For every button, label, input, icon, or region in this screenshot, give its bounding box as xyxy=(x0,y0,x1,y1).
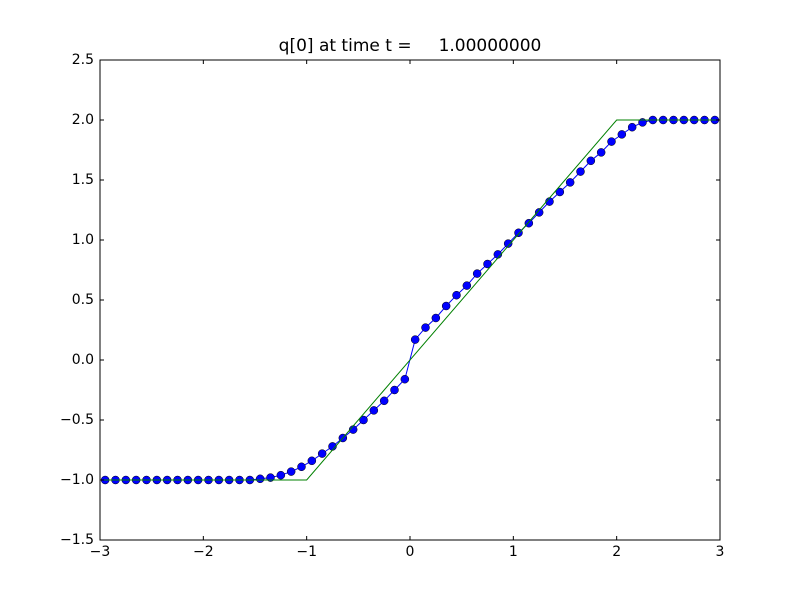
data-point xyxy=(286,467,296,476)
data-point xyxy=(565,178,575,187)
data-point xyxy=(400,374,410,384)
chart-title: q[0] at time t = 1.00000000 xyxy=(279,36,542,56)
y-tick-label: −1.5 xyxy=(60,532,94,548)
x-tick-label: −2 xyxy=(193,544,214,560)
data-point xyxy=(410,335,420,344)
y-tick-label: −1.0 xyxy=(60,472,94,488)
y-tick-label: 1.0 xyxy=(72,232,94,248)
data-point xyxy=(307,456,317,466)
data-point xyxy=(472,269,482,278)
data-point xyxy=(524,218,534,228)
y-tick-label: 2.5 xyxy=(72,52,94,68)
data-point xyxy=(617,130,627,139)
x-tick-label: 0 xyxy=(406,544,415,560)
y-tick-label: 0.0 xyxy=(72,352,94,368)
y-tick-label: 1.5 xyxy=(72,172,94,188)
data-point xyxy=(255,474,265,484)
x-tick-label: −3 xyxy=(90,544,111,560)
data-point xyxy=(534,208,544,217)
data-point xyxy=(452,290,461,300)
data-point xyxy=(596,148,606,157)
data-point xyxy=(627,122,637,132)
data-point xyxy=(503,239,513,248)
x-tick-label: 3 xyxy=(716,544,725,560)
data-point xyxy=(586,156,596,166)
data-point xyxy=(576,167,585,176)
data-point xyxy=(379,396,389,406)
y-tick-label: −0.5 xyxy=(60,412,94,428)
data-point xyxy=(369,406,379,415)
data-point xyxy=(514,228,523,238)
data-point xyxy=(431,313,441,323)
data-point xyxy=(359,415,368,425)
x-tick-label: 2 xyxy=(612,544,621,560)
data-point xyxy=(276,470,286,480)
data-point xyxy=(317,449,327,458)
data-point xyxy=(607,137,616,146)
data-point xyxy=(462,281,472,290)
data-point xyxy=(421,323,430,332)
y-tick-label: 0.5 xyxy=(72,292,94,308)
data-point xyxy=(297,462,306,472)
data-point xyxy=(483,259,492,269)
series-line xyxy=(100,119,720,481)
x-tick-label: −1 xyxy=(296,544,317,560)
data-point xyxy=(390,385,399,395)
data-point xyxy=(555,187,565,197)
x-tick-label: 1 xyxy=(509,544,518,560)
y-tick-label: 2.0 xyxy=(72,112,94,128)
data-point xyxy=(441,301,451,311)
